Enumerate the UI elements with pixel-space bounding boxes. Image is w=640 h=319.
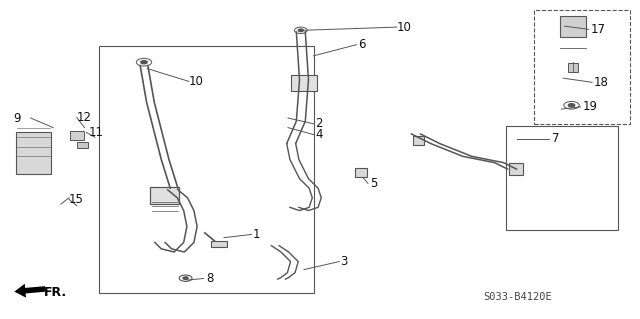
Text: 2: 2 (316, 117, 323, 130)
Text: 9: 9 (13, 112, 20, 124)
Bar (70, 131, 84, 140)
Bar (413, 136, 424, 145)
Circle shape (298, 29, 303, 32)
Bar (150, 187, 179, 204)
Text: 15: 15 (69, 193, 84, 206)
Text: 18: 18 (594, 76, 609, 89)
Bar (506, 126, 618, 230)
Text: 4: 4 (316, 128, 323, 141)
Text: 17: 17 (591, 23, 605, 36)
Text: 11: 11 (88, 126, 103, 139)
Text: S033-B4120E: S033-B4120E (483, 292, 552, 302)
Text: 10: 10 (189, 75, 204, 88)
Text: 8: 8 (206, 272, 214, 285)
Text: 19: 19 (582, 100, 597, 113)
Bar (509, 163, 523, 175)
FancyArrowPatch shape (14, 284, 45, 298)
Bar (291, 75, 317, 91)
Bar (77, 142, 88, 148)
Text: 3: 3 (340, 255, 348, 268)
Text: 12: 12 (77, 111, 92, 124)
Text: 5: 5 (370, 177, 378, 190)
Bar (534, 10, 630, 124)
Text: 6: 6 (358, 38, 366, 51)
Text: 7: 7 (552, 132, 559, 145)
Text: 10: 10 (397, 21, 412, 33)
Circle shape (141, 61, 147, 64)
Bar (16, 132, 51, 174)
Bar (211, 241, 227, 247)
Circle shape (183, 277, 188, 279)
Bar (568, 63, 578, 72)
Text: 1: 1 (253, 228, 260, 241)
Bar (560, 16, 586, 37)
Bar (99, 46, 314, 293)
Circle shape (568, 104, 575, 107)
Text: FR.: FR. (44, 286, 67, 299)
Bar (355, 168, 367, 177)
